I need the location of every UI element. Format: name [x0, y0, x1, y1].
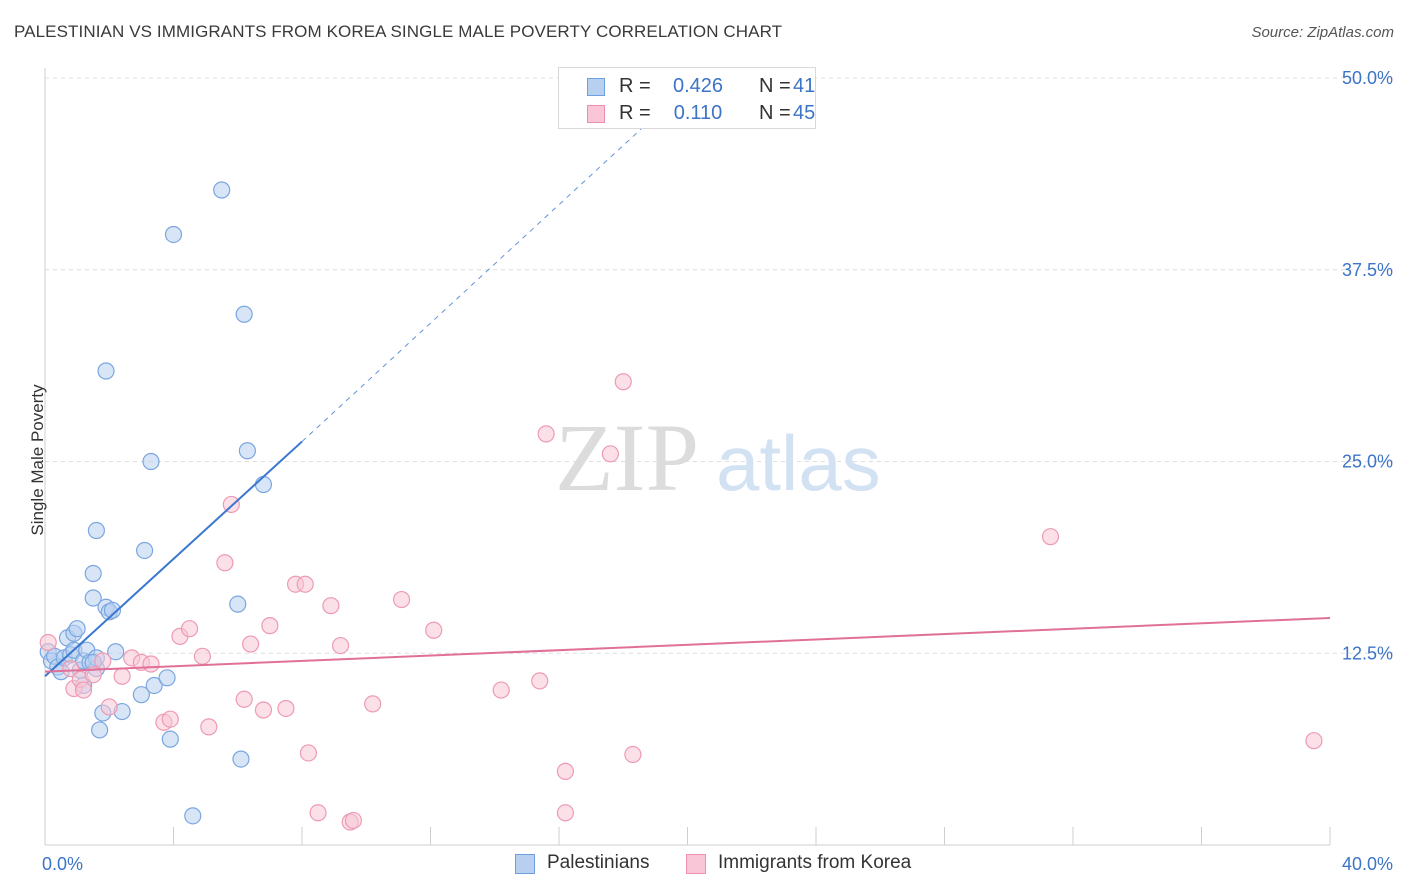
- palestinian-point: [235, 305, 253, 323]
- palestinian-point: [84, 589, 102, 607]
- palestinian-point: [254, 475, 273, 494]
- palestinian-point: [135, 541, 154, 560]
- legend-label-palestinians: Palestinians: [547, 852, 650, 873]
- source-credit: Source: ZipAtlas.com: [1251, 24, 1394, 41]
- palestinian-trend-line: [44, 440, 303, 677]
- korea-point: [556, 762, 575, 780]
- palestinian-point: [103, 601, 122, 619]
- korea-point: [614, 373, 632, 391]
- korea-point: [242, 635, 260, 653]
- korea-point: [100, 698, 118, 716]
- korea-point: [142, 655, 160, 673]
- r-label: R =: [619, 75, 651, 97]
- korea-point: [364, 695, 382, 713]
- palestinian-point: [68, 620, 86, 638]
- palestinian-point: [142, 452, 160, 471]
- n-value: 41: [793, 75, 816, 97]
- korea-point: [601, 445, 620, 463]
- korea-point: [193, 647, 212, 665]
- korea-point: [331, 636, 350, 655]
- korea-point: [322, 597, 340, 615]
- palestinian-point: [232, 750, 250, 768]
- palestinian-point: [132, 686, 150, 704]
- axes: [44, 68, 1331, 846]
- korea-point: [74, 681, 93, 699]
- legend-swatch-palestinians: [515, 854, 535, 874]
- trend-lines: [44, 100, 1331, 677]
- watermark-atlas: atlas: [716, 419, 881, 507]
- r-value: 0.110: [673, 102, 723, 124]
- palestinian-point: [161, 730, 179, 748]
- korea-point: [1305, 732, 1323, 750]
- correlation-legend: R = 0.426 N = 41 R = 0.110 N = 45: [558, 67, 816, 129]
- korea-point: [200, 718, 218, 736]
- gridlines: [45, 77, 1395, 654]
- y-tick-label: 12.5%: [1342, 643, 1393, 663]
- watermark: ZIP atlas: [555, 404, 881, 511]
- palestinian-point: [158, 669, 176, 687]
- y-tick-label: 37.5%: [1342, 260, 1393, 280]
- n-label: N =: [759, 102, 791, 124]
- korea-point: [39, 633, 57, 652]
- palestinian-point: [84, 564, 102, 583]
- r-label: R =: [619, 102, 651, 124]
- korea-point: [344, 811, 362, 830]
- palestinian-point: [164, 225, 183, 244]
- palestinian-point: [213, 181, 231, 199]
- korea-point: [296, 575, 314, 593]
- korea-point: [531, 672, 549, 690]
- korea-point: [556, 804, 575, 822]
- palestinian-point: [97, 362, 115, 380]
- x-tick-label: 40.0%: [1342, 854, 1393, 874]
- palestinian-point: [238, 442, 256, 460]
- korea-point: [261, 617, 279, 635]
- chart-title: PALESTINIAN VS IMMIGRANTS FROM KOREA SIN…: [14, 22, 783, 41]
- palestinian-point: [107, 643, 125, 661]
- korea-point: [254, 701, 273, 719]
- korea-point: [161, 710, 179, 728]
- korea-point: [309, 804, 327, 822]
- n-label: N =: [759, 75, 791, 97]
- palestinian-point: [145, 676, 163, 695]
- watermark-zip: ZIP: [555, 404, 699, 511]
- korea-point: [392, 590, 411, 609]
- korea-point: [216, 554, 234, 572]
- korea-point: [537, 425, 555, 443]
- y-tick-label: 50.0%: [1342, 68, 1393, 88]
- palestinian-trend-extension: [301, 100, 672, 442]
- legend-swatch-korea: [587, 105, 605, 123]
- r-value: 0.426: [672, 75, 724, 97]
- legend-label-korea: Immigrants from Korea: [718, 852, 912, 873]
- korea-point: [277, 699, 295, 718]
- palestinian-point: [184, 807, 202, 825]
- data-points: [39, 181, 1323, 831]
- korea-point: [235, 690, 253, 708]
- korea-point: [62, 659, 80, 678]
- korea-point: [299, 744, 318, 762]
- korea-point: [624, 745, 642, 764]
- palestinian-point: [87, 521, 106, 540]
- palestinian-point: [229, 595, 247, 613]
- legend-swatch-korea: [686, 854, 706, 874]
- korea-point: [113, 667, 131, 685]
- palestinian-point: [91, 721, 109, 739]
- legend-swatch-palestinians: [587, 78, 605, 96]
- korea-point: [180, 620, 199, 638]
- n-value: 45: [793, 102, 816, 124]
- tick-labels: 12.5% 25.0% 37.5% 50.0% 0.0% 40.0%: [42, 68, 1393, 874]
- korea-point: [492, 681, 510, 699]
- korea-point: [1041, 528, 1060, 546]
- korea-point: [425, 621, 443, 639]
- x-tick-label: 0.0%: [42, 854, 83, 874]
- y-tick-label: 25.0%: [1342, 452, 1393, 472]
- korea-trend-line: [44, 616, 1331, 673]
- korea-point: [94, 652, 112, 670]
- y-axis-label: Single Male Poverty: [28, 384, 47, 536]
